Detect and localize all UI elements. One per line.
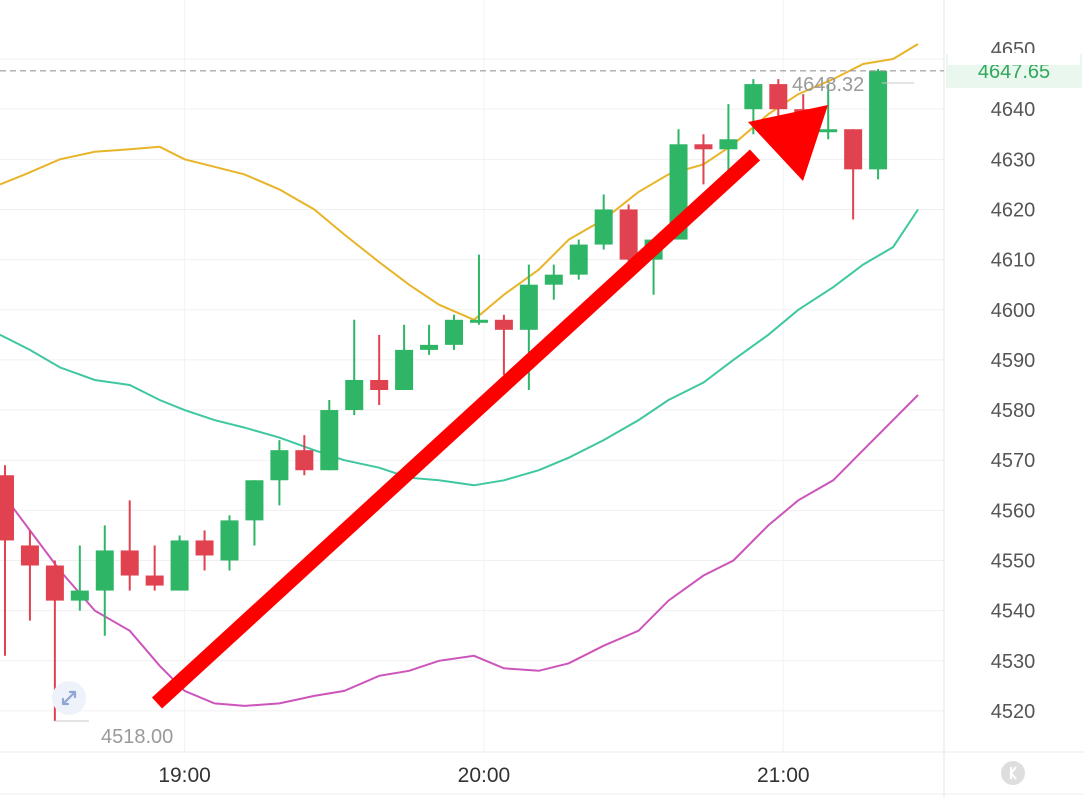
trend-arrow-shaft <box>151 149 761 709</box>
y-tick-label: 4580 <box>991 400 1036 422</box>
candle-body <box>869 70 888 170</box>
expand-icon[interactable] <box>52 681 86 715</box>
candle-body <box>395 349 414 390</box>
candle-body <box>295 450 314 471</box>
candle-body <box>370 379 389 390</box>
y-tick-label: 4630 <box>991 149 1036 171</box>
candlesticks <box>0 69 888 721</box>
x-tick-label: 19:00 <box>158 764 211 787</box>
candle-body <box>345 379 364 411</box>
candle-body <box>420 344 439 350</box>
bollinger-bands <box>0 43 919 707</box>
y-tick-label: 4610 <box>991 250 1036 272</box>
band-line-upper <box>0 43 919 321</box>
candle-body <box>320 410 339 471</box>
x-axis: 19:00 20:00 21:00 <box>158 764 809 787</box>
candle-body <box>45 565 64 601</box>
collapse-icon[interactable] <box>1001 761 1025 785</box>
candle-body <box>594 209 613 245</box>
y-tick-label: 4590 <box>991 350 1036 372</box>
candle-body <box>270 450 289 481</box>
y-tick-label: 4570 <box>991 450 1036 472</box>
candle-body <box>519 284 538 330</box>
low-marker-label: 4518.00 <box>101 726 173 748</box>
axis-mask <box>948 53 1080 65</box>
candle-body <box>120 550 139 576</box>
candle-body <box>170 540 189 591</box>
trend-arrow <box>151 105 828 709</box>
y-tick-label: 4640 <box>991 99 1036 121</box>
y-tick-label: 4520 <box>991 701 1036 723</box>
candle-body <box>819 129 838 133</box>
high-marker-label: 4648.32 <box>792 74 864 96</box>
y-tick-label: 4530 <box>991 651 1036 673</box>
candle-body <box>844 129 863 170</box>
candle-body <box>20 545 39 566</box>
candle-body <box>769 84 788 110</box>
y-tick-label: 4560 <box>991 500 1036 522</box>
y-tick-label: 4620 <box>991 199 1036 221</box>
band-line-lower <box>0 394 919 707</box>
candle-body <box>544 274 563 285</box>
candle-body <box>619 209 638 260</box>
candle-body <box>744 84 763 110</box>
candle-body <box>70 590 89 601</box>
trend-arrow-head <box>748 105 828 181</box>
candle-body <box>145 575 164 586</box>
candle-body <box>569 244 588 275</box>
band-line-middle <box>0 208 919 487</box>
candle-body <box>245 480 264 521</box>
candle-body <box>95 550 114 591</box>
y-axis: 4520 4530 4540 4550 4560 4570 4580 4590 4600 4610… <box>948 39 1080 723</box>
candle-body <box>445 319 464 345</box>
x-tick-label: 20:00 <box>458 764 511 787</box>
y-tick-label: 4600 <box>991 300 1036 322</box>
candle-body <box>469 319 488 323</box>
y-tick-label: 4540 <box>991 601 1036 623</box>
candle-body <box>0 475 14 541</box>
y-tick-label: 4550 <box>991 550 1036 572</box>
current-price-label: 4647.65 <box>978 61 1050 83</box>
candle-body <box>694 144 713 150</box>
x-tick-label: 21:00 <box>757 764 810 787</box>
candle-body <box>719 139 738 150</box>
candle-body <box>195 540 214 556</box>
candle-body <box>494 319 513 330</box>
candle-body <box>220 520 239 561</box>
